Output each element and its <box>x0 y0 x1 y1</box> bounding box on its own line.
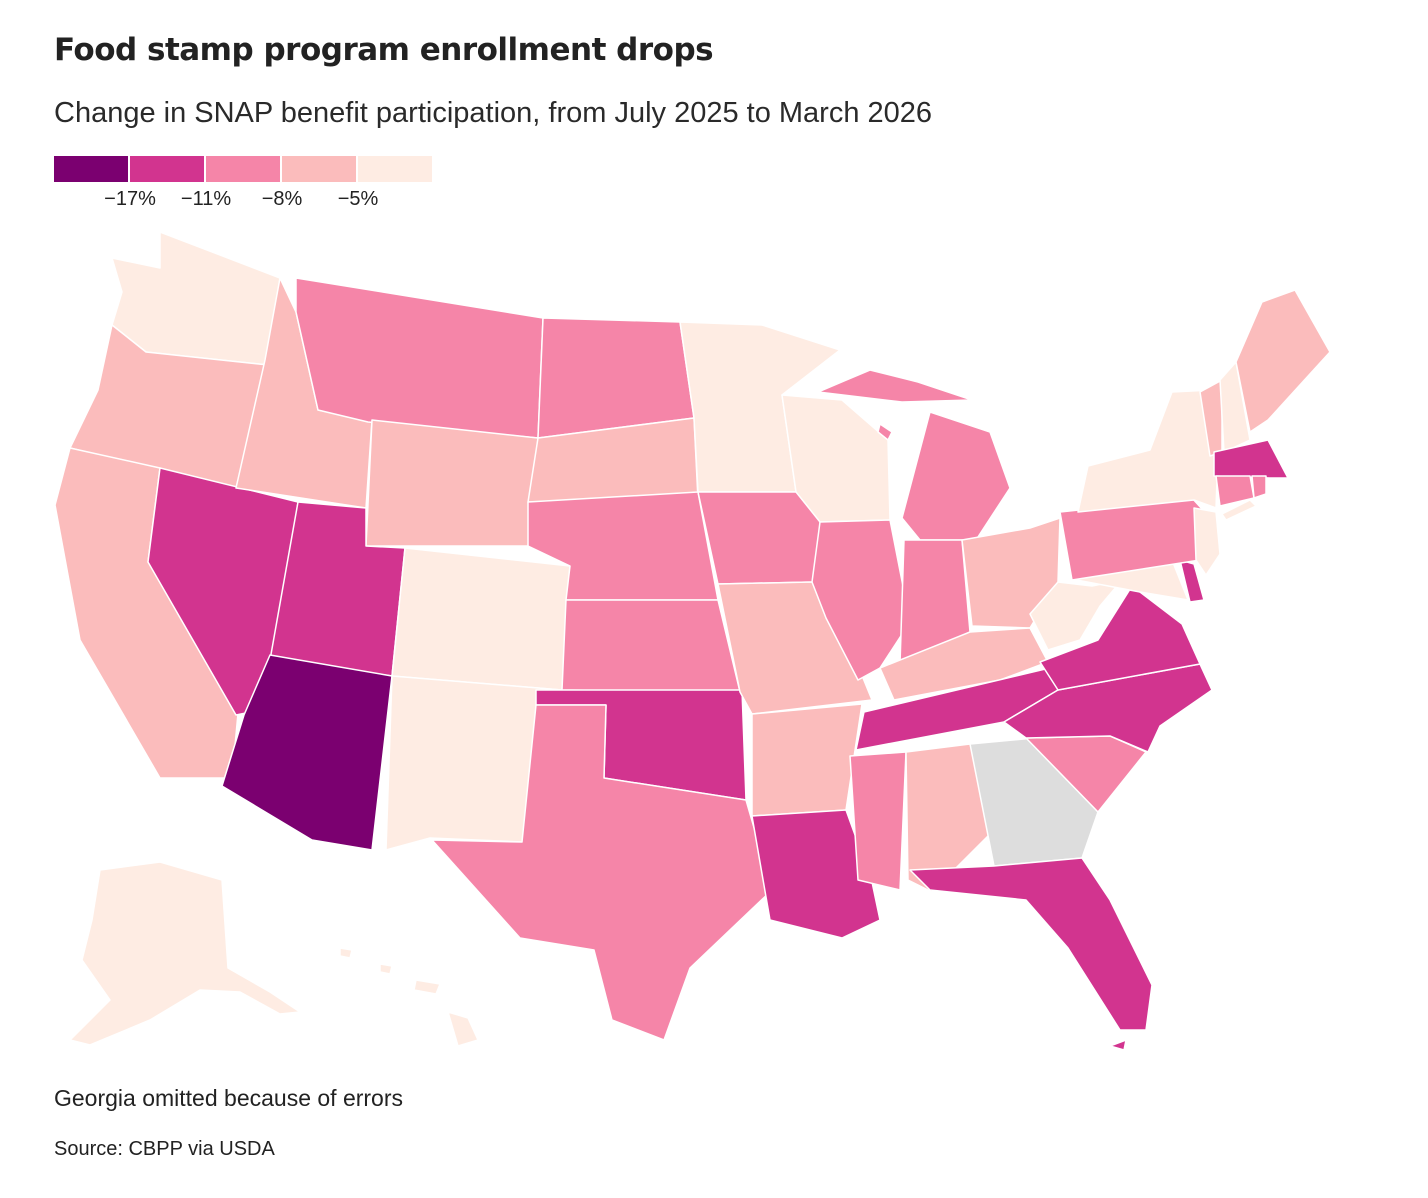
state-al <box>905 743 995 893</box>
state-hi <box>447 1011 479 1047</box>
state-ks <box>561 599 741 693</box>
chart-subtitle: Change in SNAP benefit participation, fr… <box>54 97 933 129</box>
source-line: Source: CBPP via USDA <box>54 1138 275 1160</box>
state-wy <box>365 419 539 547</box>
legend-tick-label: −8% <box>261 188 303 210</box>
state-mt <box>295 277 544 439</box>
state-nh <box>1219 361 1251 453</box>
legend-swatches <box>54 156 434 182</box>
state-ms <box>849 751 907 891</box>
state-nd <box>537 317 695 439</box>
state-hi <box>413 979 441 995</box>
state-hi <box>339 947 353 959</box>
state-mi <box>901 411 1011 541</box>
state-ga <box>969 737 1099 867</box>
legend-swatch <box>130 156 204 182</box>
state-tx <box>431 704 773 1041</box>
state-mi <box>877 423 893 441</box>
state-wv <box>1029 579 1123 651</box>
legend-swatch <box>282 156 356 182</box>
state-fl <box>909 857 1153 1031</box>
state-mi <box>817 369 973 403</box>
state-nj <box>1193 507 1221 576</box>
state-nm <box>385 675 563 851</box>
legend-swatch <box>54 156 128 182</box>
state-ak <box>69 861 301 1046</box>
state-hi <box>379 963 393 975</box>
legend-swatch <box>358 156 432 182</box>
state-ny <box>1221 499 1257 521</box>
state-ny <box>1077 389 1219 513</box>
legend-swatch <box>206 156 280 182</box>
state-ri <box>1251 475 1267 499</box>
footnote: Georgia omitted because of errors <box>54 1085 404 1111</box>
legend-tick-label: −11% <box>180 188 232 210</box>
state-va <box>1039 585 1201 691</box>
state-de <box>1179 559 1205 603</box>
state-co <box>391 547 571 691</box>
legend-ticks: −17% −11% −8% −5% <box>54 182 434 212</box>
legend-tick-label: −17% <box>104 188 156 210</box>
state-me <box>1235 289 1331 433</box>
state-la <box>751 809 881 939</box>
color-legend: −17% −11% −8% −5% <box>54 156 434 216</box>
chart-title: Food stamp program enrollment drops <box>54 32 714 68</box>
state-ma <box>1213 439 1289 479</box>
state-fl <box>1109 1039 1127 1051</box>
legend-tick-label: −5% <box>337 188 379 210</box>
state-ar <box>751 703 863 817</box>
state-il <box>811 519 911 681</box>
